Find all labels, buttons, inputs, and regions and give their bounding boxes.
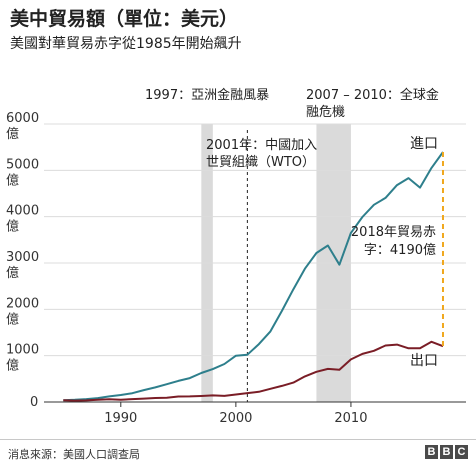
logo-letter: C	[455, 445, 468, 459]
x-tick-label: 2000	[219, 411, 252, 426]
logo-letter: B	[440, 445, 453, 459]
x-tick-label: 2010	[334, 411, 367, 426]
y-tick-label: 億	[6, 265, 19, 281]
source-note: 消息來源：美國人口調查局	[8, 448, 140, 461]
y-tick-label: 0	[30, 395, 38, 410]
deficit-label: 字：4190億	[364, 242, 436, 258]
y-tick-label: 4000	[6, 204, 39, 219]
logo-letter: B	[425, 445, 438, 459]
y-tick-label: 億	[6, 311, 19, 327]
y-tick-label: 億	[6, 219, 19, 235]
y-tick-label: 億	[6, 358, 19, 374]
wto-label: 2001年：中國加入	[206, 138, 317, 153]
y-tick-label: 億	[6, 172, 19, 188]
wto-label: 世貿組織（WTO）	[206, 155, 315, 170]
y-tick-label: 2000	[6, 296, 39, 311]
band-label: 2007 – 2010：全球金	[306, 87, 439, 103]
bbc-logo: B B C	[425, 445, 468, 459]
band-label: 融危機	[306, 105, 345, 120]
imports-label: 進口	[410, 136, 438, 152]
y-tick-label: 3000	[6, 250, 39, 265]
exports-label: 出口	[410, 353, 438, 369]
exports-line	[63, 340, 444, 402]
y-tick-label: 5000	[6, 157, 39, 172]
y-tick-label: 億	[6, 126, 19, 142]
footer-divider	[0, 439, 476, 440]
y-tick-label: 6000	[6, 111, 39, 126]
deficit-label: 2018年貿易赤	[351, 225, 436, 240]
chart-subtitle: 美國對華貿易赤字從1985年開始飆升	[10, 36, 242, 52]
chart-title: 美中貿易額（單位：美元）	[10, 8, 239, 30]
imports-line	[63, 151, 444, 402]
band-label: 1997：亞洲金融風暴	[145, 87, 269, 103]
y-tick-label: 1000	[6, 343, 39, 358]
x-tick-label: 1990	[104, 411, 137, 426]
